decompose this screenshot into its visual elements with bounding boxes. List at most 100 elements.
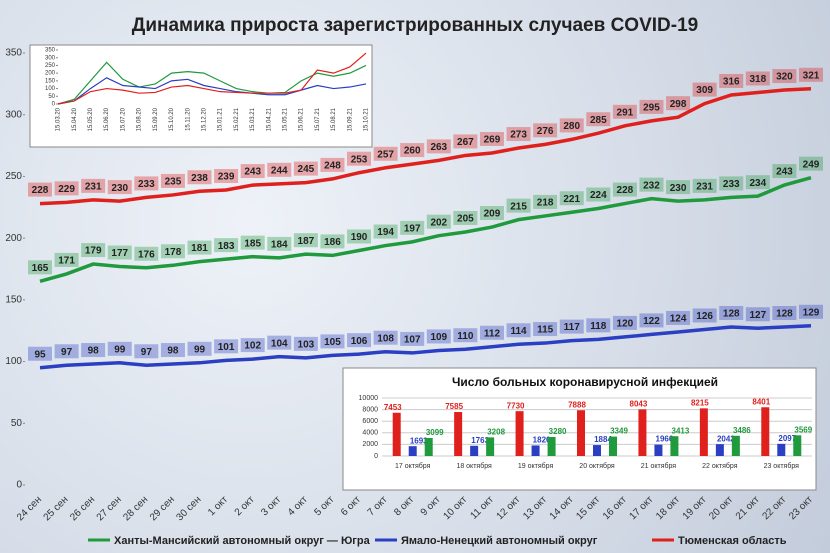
x-tick-label: 17 окт (628, 494, 656, 522)
legend-label: Ханты-Мансийский автономный округ — Югра (114, 535, 371, 547)
data-label: 263 (430, 142, 447, 153)
label-bg (666, 180, 691, 195)
y-tick-label: 300 (45, 55, 56, 61)
x-tick-label: 15.02.21 (234, 107, 240, 131)
data-label: 97 (141, 347, 153, 358)
data-label: 8401 (752, 397, 770, 406)
data-label: 257 (377, 149, 394, 160)
data-label: 267 (457, 137, 474, 148)
label-bg (586, 112, 611, 127)
y-tick-label: 300 (5, 109, 22, 120)
x-tick-label: 20 окт (707, 494, 735, 522)
label-bg (772, 306, 797, 321)
x-tick-label: 13 окт (521, 494, 549, 522)
bar (392, 412, 401, 456)
x-tick-label: 15.08.21 (331, 107, 337, 131)
data-label: 8043 (630, 399, 648, 408)
data-label: 165 (32, 263, 49, 274)
x-tick-label: 8 окт (392, 494, 416, 518)
data-label: 105 (324, 337, 341, 348)
label-bg (479, 325, 504, 340)
x-tick-label: 28 сен (121, 494, 150, 523)
y-tick-label: 150 (45, 78, 56, 84)
label-bg (692, 82, 717, 97)
data-label: 316 (723, 77, 740, 88)
data-label: 228 (32, 185, 49, 196)
label-bg (745, 71, 770, 86)
bar (715, 444, 724, 456)
x-tick-label: 30 сен (175, 494, 204, 523)
data-label: 187 (298, 236, 315, 247)
x-tick-label: 15.10.21 (364, 107, 370, 131)
data-label: 103 (298, 340, 315, 351)
x-tick-label: 14 окт (548, 494, 576, 522)
x-tick-label: 18 октября (456, 462, 492, 470)
data-label: 3208 (487, 428, 505, 437)
label-bg (506, 323, 531, 338)
data-label: 295 (643, 103, 660, 114)
label-bg (453, 328, 478, 343)
label-bg (373, 224, 398, 239)
y-tick-label: 100 (5, 356, 22, 367)
data-label: 1884 (594, 435, 612, 444)
data-label: 232 (643, 180, 660, 191)
series-line (39, 87, 812, 206)
data-label: 110 (457, 331, 474, 342)
x-tick-label: 3 окт (259, 494, 283, 518)
x-tick-label: 20 октября (579, 462, 615, 470)
x-tick-label: 15.04.21 (266, 107, 272, 131)
label-bg (533, 322, 558, 337)
data-label: 178 (165, 247, 182, 258)
data-label: 238 (191, 173, 208, 184)
data-label: 124 (670, 314, 687, 325)
x-tick-label: 19 октября (518, 462, 554, 470)
bar (470, 445, 479, 456)
x-tick-label: 15.05.20 (88, 107, 94, 131)
label-bg (214, 238, 239, 253)
data-label: 239 (218, 172, 235, 183)
inset-title: Число больных коронавирусной инфекцией (452, 375, 718, 389)
x-tick-label: 4 окт (286, 494, 310, 518)
label-bg (799, 156, 823, 171)
data-label: 109 (430, 332, 447, 343)
x-tick-label: 15.03.20 (56, 107, 62, 131)
label-bg (240, 164, 265, 179)
y-tick-label: 200 (45, 71, 56, 77)
x-tick-label: 15.08.20 (137, 107, 143, 131)
data-label: 185 (244, 238, 261, 249)
x-tick-label: 10 окт (441, 494, 469, 522)
label-bg (719, 73, 744, 88)
data-label: 114 (510, 326, 527, 337)
bar (670, 436, 679, 456)
data-label: 280 (563, 121, 580, 132)
data-label: 224 (590, 190, 607, 201)
label-bg (453, 134, 478, 149)
bar (486, 437, 495, 456)
data-label: 2097 (778, 434, 796, 443)
data-label: 128 (723, 309, 740, 320)
label-bg (81, 343, 106, 358)
x-tick-label: 1 окт (206, 494, 230, 518)
data-label: 97 (61, 347, 73, 358)
y-tick-label: 250 (5, 171, 22, 182)
x-tick-label: 15.03.21 (250, 107, 256, 131)
bar (408, 446, 417, 456)
label-bg (134, 176, 159, 191)
data-label: 230 (670, 183, 687, 194)
label-bg (81, 243, 106, 258)
bar (531, 445, 540, 456)
x-tick-label: 27 сен (95, 494, 124, 523)
x-tick-label: 9 окт (419, 494, 443, 518)
label-bg (612, 182, 637, 197)
label-bg (400, 331, 425, 346)
data-label: 276 (537, 126, 554, 137)
label-bg (745, 307, 770, 322)
data-label: 7453 (384, 403, 402, 412)
x-tick-label: 6 окт (339, 494, 363, 518)
bar (547, 436, 556, 456)
label-bg (719, 176, 744, 191)
data-label: 126 (696, 311, 713, 322)
bar (515, 411, 524, 456)
label-bg (293, 336, 318, 351)
